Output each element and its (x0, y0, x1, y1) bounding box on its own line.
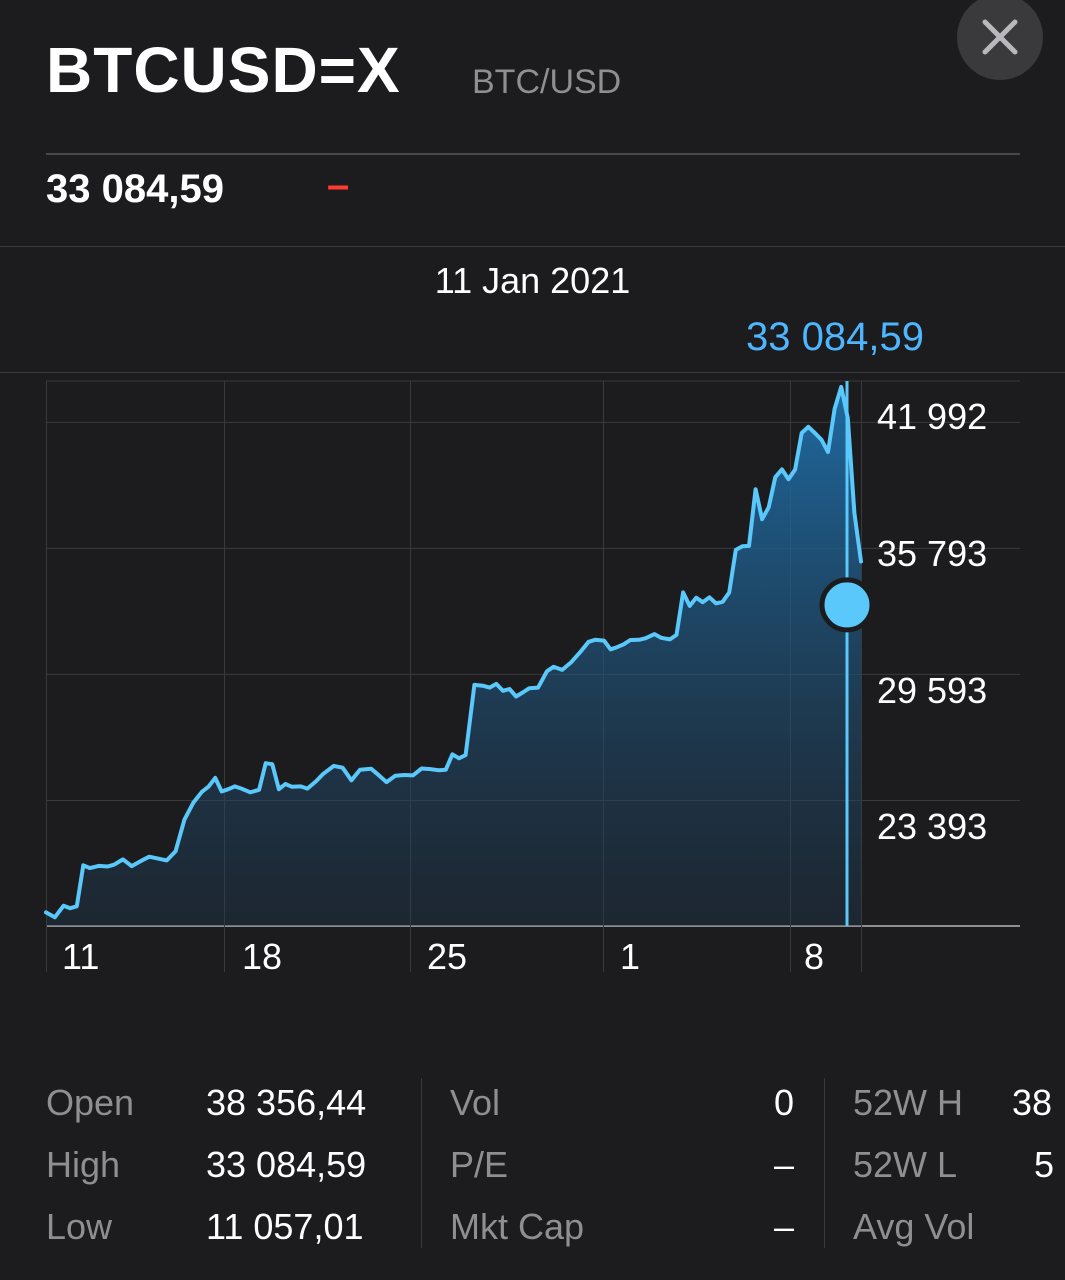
stat-value-low: 11 057,01 (206, 1206, 364, 1247)
header-divider (46, 153, 1020, 155)
close-icon (982, 19, 1018, 55)
stat-value-52w-low: 5 (1034, 1144, 1055, 1185)
chart-area-fill (46, 386, 861, 926)
chart-divider (0, 372, 1065, 373)
stat-label-pe: P/E (450, 1144, 509, 1185)
stat-value-open: 38 356,44 (206, 1082, 367, 1123)
x-tick-label: 25 (427, 936, 467, 977)
stats-column-divider (421, 1078, 422, 1248)
x-tick-label: 1 (620, 936, 640, 977)
selected-date: 11 Jan 2021 (434, 260, 631, 301)
stat-label-low: Low (46, 1206, 113, 1247)
x-axis: 11 18 25 1 8 (62, 936, 824, 977)
stat-label-mkt-cap: Mkt Cap (450, 1206, 585, 1247)
stat-value-high: 33 084,59 (206, 1144, 367, 1185)
section-divider (0, 246, 1065, 247)
y-tick-label: 29 593 (877, 670, 987, 711)
x-tick-label: 11 (62, 936, 99, 977)
stat-label-52w-high: 52W H (853, 1082, 964, 1123)
stats-table: Open 38 356,44 High 33 084,59 Low 11 057… (0, 1070, 1065, 1280)
x-tick-label: 18 (242, 936, 282, 977)
current-price: 33 084,59 (46, 167, 224, 211)
price-change: – (327, 163, 350, 207)
chart-cursor-dot[interactable] (819, 577, 875, 633)
stat-value-52w-high: 38 (1012, 1082, 1053, 1123)
chart-series-line (44, 384, 863, 920)
x-tick-label: 8 (804, 936, 824, 977)
stat-label-vol: Vol (450, 1082, 501, 1123)
stat-label-avg-vol: Avg Vol (853, 1206, 975, 1247)
stat-value-mkt-cap: – (773, 1206, 794, 1247)
y-tick-label: 35 793 (877, 533, 987, 574)
ticker-company: BTC/USD (472, 63, 622, 101)
stat-value-vol: 0 (773, 1082, 794, 1123)
stats-column-divider (824, 1078, 825, 1248)
stat-value-pe: – (773, 1144, 794, 1185)
y-tick-label: 23 393 (877, 806, 987, 847)
y-tick-label: 41 992 (877, 396, 987, 437)
selected-value: 33 084,59 (746, 315, 924, 359)
stat-label-open: Open (46, 1082, 135, 1123)
close-button[interactable] (957, 0, 1043, 80)
stat-label-52w-low: 52W L (853, 1144, 958, 1185)
ticker-symbol: BTCUSD=X (46, 34, 401, 106)
header: BTCUSD=X BTC/USD 33 084,59 – (0, 0, 1065, 248)
y-axis: 41 992 35 793 29 593 23 393 (877, 396, 987, 847)
stat-label-high: High (46, 1144, 121, 1185)
